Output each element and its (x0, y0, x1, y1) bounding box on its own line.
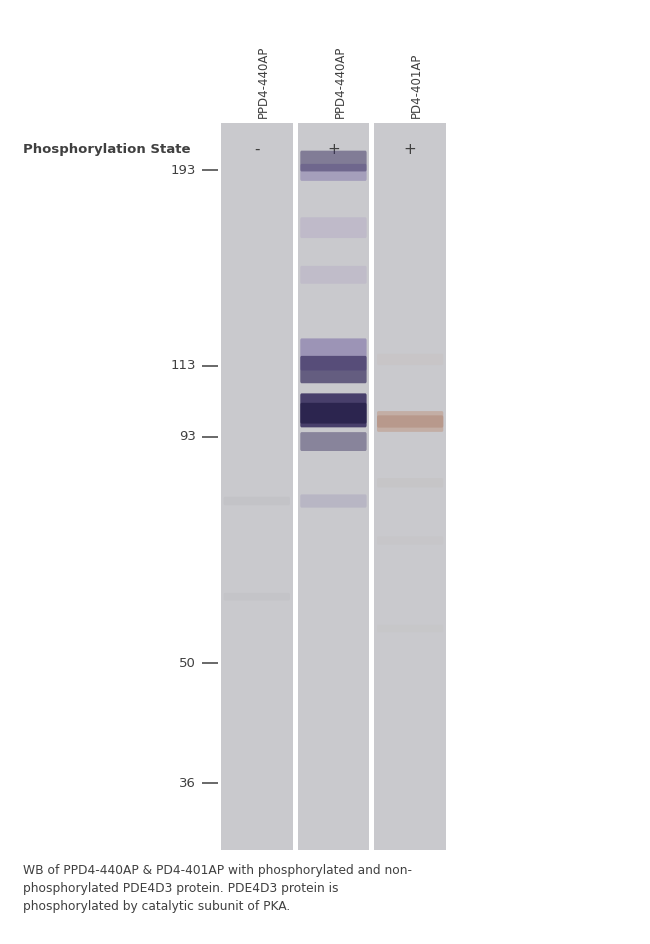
FancyBboxPatch shape (377, 411, 443, 431)
FancyBboxPatch shape (300, 217, 367, 238)
FancyBboxPatch shape (224, 497, 290, 505)
Text: PD4-401AP: PD4-401AP (410, 53, 423, 118)
FancyBboxPatch shape (300, 338, 367, 370)
Text: 113: 113 (171, 360, 196, 372)
FancyBboxPatch shape (377, 354, 443, 365)
Text: PPD4-440AP: PPD4-440AP (333, 45, 346, 118)
FancyBboxPatch shape (300, 432, 367, 451)
Text: 36: 36 (179, 777, 196, 789)
FancyBboxPatch shape (300, 266, 367, 284)
FancyBboxPatch shape (377, 536, 443, 545)
FancyBboxPatch shape (377, 415, 443, 428)
FancyBboxPatch shape (300, 403, 367, 424)
Bar (298, 123, 369, 850)
Text: 93: 93 (179, 430, 196, 444)
Text: +: + (404, 142, 417, 157)
Text: PPD4-440AP: PPD4-440AP (257, 45, 270, 118)
Text: Phosphorylation State: Phosphorylation State (23, 143, 190, 156)
Bar (374, 123, 446, 850)
FancyBboxPatch shape (300, 356, 367, 383)
FancyBboxPatch shape (377, 625, 443, 632)
Bar (221, 123, 292, 850)
FancyBboxPatch shape (300, 394, 367, 428)
Text: -: - (254, 142, 259, 157)
FancyBboxPatch shape (377, 478, 443, 487)
FancyBboxPatch shape (224, 593, 290, 600)
FancyBboxPatch shape (300, 151, 367, 172)
Text: WB of PPD4-440AP & PD4-401AP with phosphorylated and non-
phosphorylated PDE4D3 : WB of PPD4-440AP & PD4-401AP with phosph… (23, 864, 411, 913)
Text: +: + (327, 142, 340, 157)
Text: 193: 193 (171, 164, 196, 177)
Text: 50: 50 (179, 657, 196, 669)
FancyBboxPatch shape (300, 495, 367, 508)
FancyBboxPatch shape (300, 164, 367, 181)
